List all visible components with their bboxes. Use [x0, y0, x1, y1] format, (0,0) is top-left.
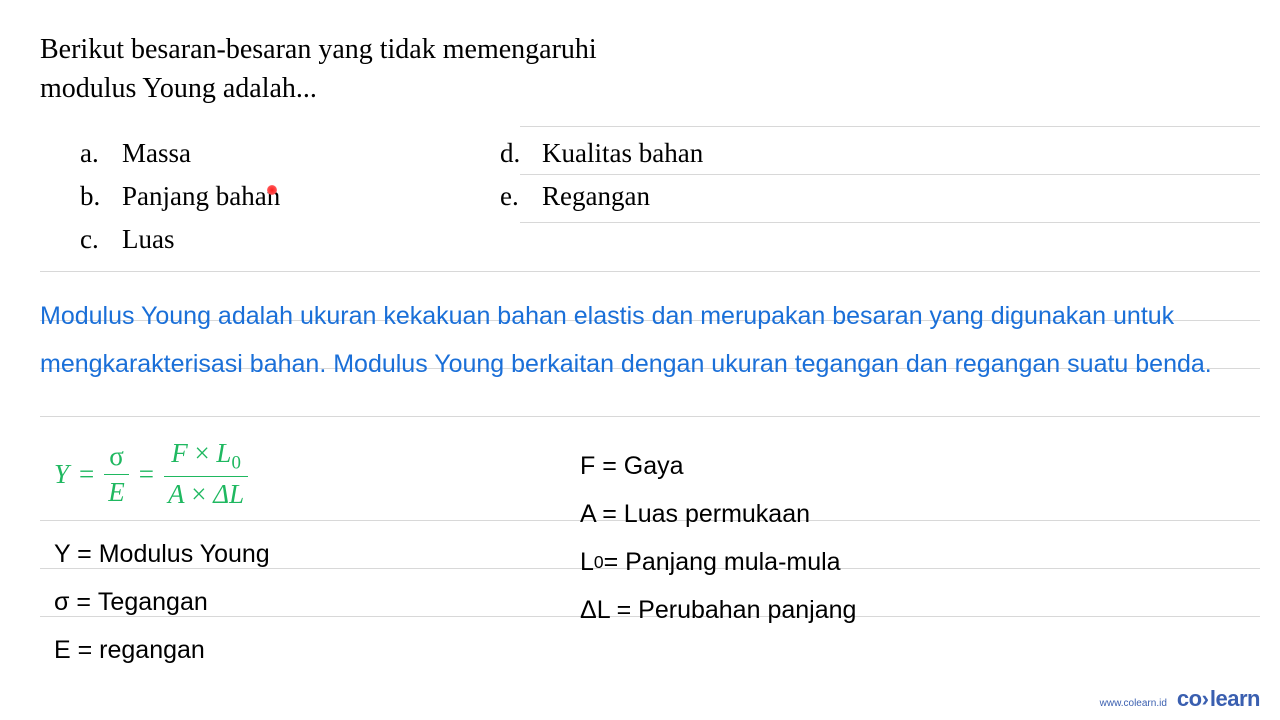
legend-right: F = Gaya A = Luas permukaan L0 = Panjang…	[580, 442, 856, 634]
option-text-d: Kualitas bahan	[542, 138, 703, 169]
option-text-b: Panjang bahan	[122, 181, 280, 212]
option-text-e: Regangan	[542, 181, 650, 212]
legend-a: A = Luas permukaan	[580, 490, 856, 538]
legend-sigma: σ = Tegangan	[54, 578, 270, 626]
legend-e: E = regangan	[54, 626, 270, 674]
option-text-c: Luas	[122, 224, 174, 255]
question-line1: Berikut besaran-besaran yang tidak memen…	[40, 34, 597, 65]
footer-url: www.colearn.id	[1100, 698, 1167, 709]
question-line2: modulus Young adalah...	[40, 73, 317, 104]
footer: www.colearn.id co›learn	[1100, 686, 1260, 712]
legend-left: Y = Modulus Young σ = Tegangan E = regan…	[54, 530, 270, 674]
legend-dl: ΔL = Perubahan panjang	[580, 586, 856, 634]
legend-l0: L0 = Panjang mula-mula	[580, 538, 856, 586]
question-text: Berikut besaran-besaran yang tidak memen…	[40, 30, 1240, 108]
legend-f: F = Gaya	[580, 442, 856, 490]
explanation-text: Modulus Young adalah ukuran kekakuan bah…	[40, 292, 1260, 388]
footer-logo: co›learn	[1177, 686, 1260, 712]
option-text-a: Massa	[122, 138, 191, 169]
legend-y: Y = Modulus Young	[54, 530, 270, 578]
